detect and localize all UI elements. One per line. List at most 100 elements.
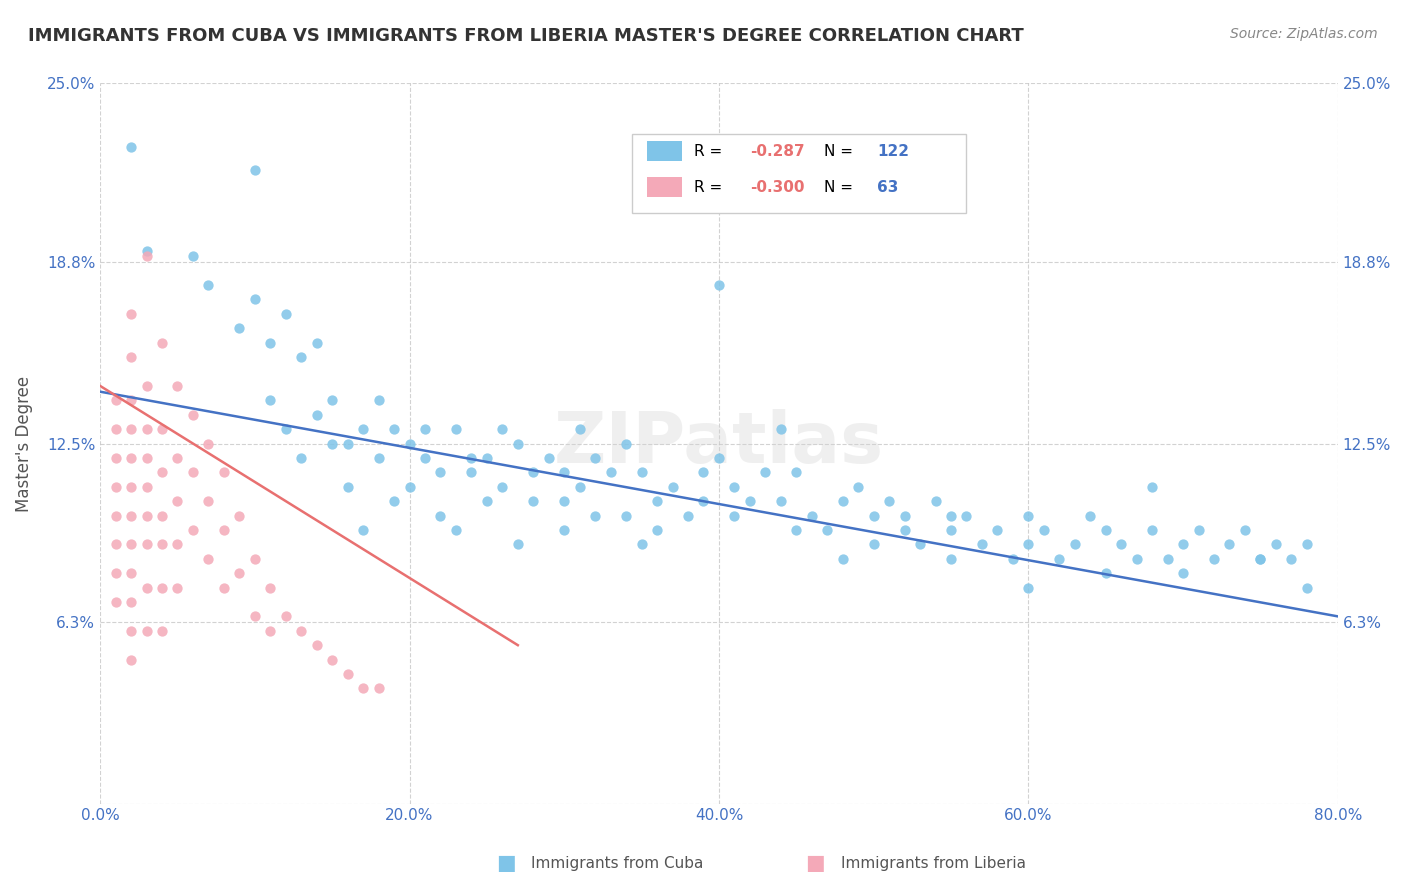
Point	[506, 537, 529, 551]
Bar	[647, 178, 682, 197]
Point	[1295, 581, 1317, 595]
Point	[197, 494, 219, 508]
Point	[120, 624, 142, 638]
Point	[429, 508, 451, 523]
Point	[120, 307, 142, 321]
Point	[862, 537, 884, 551]
Point	[568, 480, 591, 494]
Point	[367, 450, 389, 465]
Point	[259, 393, 281, 408]
Point	[769, 494, 792, 508]
Point	[1171, 566, 1194, 581]
Point	[1001, 551, 1024, 566]
Bar	[647, 141, 682, 161]
Y-axis label: Master's Degree: Master's Degree	[15, 376, 32, 512]
Point	[135, 508, 157, 523]
Point	[491, 422, 513, 436]
Point	[692, 494, 714, 508]
Point	[1063, 537, 1085, 551]
Point	[305, 638, 328, 652]
Point	[135, 244, 157, 258]
Point	[120, 350, 142, 364]
Text: -0.287: -0.287	[749, 144, 804, 159]
Point	[135, 537, 157, 551]
Point	[197, 436, 219, 450]
Text: Source: ZipAtlas.com: Source: ZipAtlas.com	[1230, 27, 1378, 41]
Text: 122: 122	[877, 144, 910, 159]
Point	[104, 508, 127, 523]
Point	[290, 624, 312, 638]
Point	[120, 393, 142, 408]
Point	[135, 422, 157, 436]
Point	[243, 162, 266, 177]
Point	[568, 422, 591, 436]
Point	[986, 523, 1008, 537]
Point	[413, 450, 436, 465]
Point	[1264, 537, 1286, 551]
Point	[939, 551, 962, 566]
Point	[120, 566, 142, 581]
Point	[614, 508, 637, 523]
Point	[166, 450, 188, 465]
Point	[228, 321, 250, 335]
Point	[197, 551, 219, 566]
Point	[707, 450, 730, 465]
Point	[939, 508, 962, 523]
Point	[135, 624, 157, 638]
Point	[831, 551, 853, 566]
Point	[274, 422, 297, 436]
Point	[274, 307, 297, 321]
Point	[599, 466, 621, 480]
Point	[166, 494, 188, 508]
Point	[181, 466, 204, 480]
Point	[120, 652, 142, 666]
Point	[259, 581, 281, 595]
Point	[382, 422, 405, 436]
Text: N =: N =	[824, 144, 858, 159]
Text: ZIPatlas: ZIPatlas	[554, 409, 884, 478]
Point	[398, 436, 420, 450]
Point	[475, 494, 498, 508]
Point	[321, 393, 343, 408]
Point	[939, 523, 962, 537]
Point	[537, 450, 560, 465]
Point	[352, 523, 374, 537]
Point	[893, 523, 915, 537]
Point	[1125, 551, 1147, 566]
Point	[692, 466, 714, 480]
Text: R =: R =	[695, 179, 727, 194]
Point	[970, 537, 993, 551]
Point	[212, 466, 235, 480]
Point	[336, 480, 359, 494]
Point	[444, 422, 467, 436]
Point	[120, 508, 142, 523]
Point	[707, 278, 730, 293]
Point	[104, 393, 127, 408]
Point	[1094, 523, 1116, 537]
Point	[290, 450, 312, 465]
Point	[785, 466, 807, 480]
Point	[630, 537, 652, 551]
Point	[305, 335, 328, 350]
Point	[228, 508, 250, 523]
Point	[150, 624, 173, 638]
Point	[243, 551, 266, 566]
Point	[475, 450, 498, 465]
Point	[1156, 551, 1178, 566]
Point	[908, 537, 931, 551]
Point	[367, 681, 389, 696]
Point	[336, 436, 359, 450]
Point	[893, 508, 915, 523]
Point	[444, 523, 467, 537]
Point	[1017, 581, 1039, 595]
Point	[166, 537, 188, 551]
Point	[661, 480, 683, 494]
Point	[924, 494, 946, 508]
Text: IMMIGRANTS FROM CUBA VS IMMIGRANTS FROM LIBERIA MASTER'S DEGREE CORRELATION CHAR: IMMIGRANTS FROM CUBA VS IMMIGRANTS FROM …	[28, 27, 1024, 45]
Point	[583, 450, 606, 465]
Point	[243, 293, 266, 307]
Point	[506, 436, 529, 450]
Point	[135, 480, 157, 494]
Point	[553, 523, 575, 537]
Point	[1140, 523, 1163, 537]
